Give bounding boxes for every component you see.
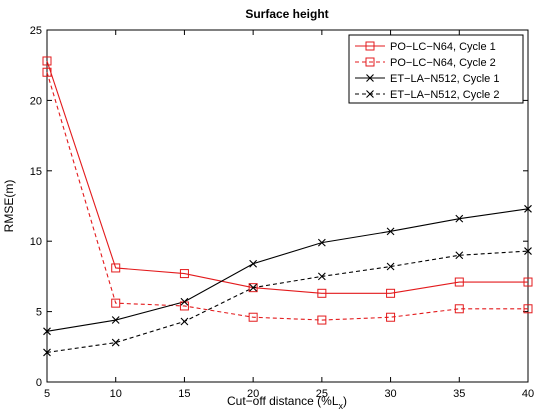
data-point-series-4 — [386, 262, 395, 271]
data-point-series-2 — [386, 312, 396, 322]
data-point-series-3 — [317, 238, 326, 247]
data-point-series-4 — [317, 272, 326, 281]
legend-marker-3 — [366, 74, 374, 82]
data-point-series-2 — [523, 304, 533, 314]
series-markers — [42, 56, 533, 357]
y-tick-label: 20 — [30, 95, 42, 107]
data-point-series-3 — [180, 297, 189, 306]
data-point-series-2 — [317, 315, 327, 325]
x-axis-title-subscript: x — [339, 401, 344, 411]
data-point-series-1 — [248, 283, 258, 293]
data-point-series-2 — [111, 298, 121, 308]
data-point-series-4 — [455, 251, 464, 260]
data-point-series-1 — [317, 288, 327, 298]
data-point-series-1 — [523, 277, 533, 287]
data-point-series-1 — [179, 269, 189, 279]
data-point-series-2 — [42, 67, 52, 77]
data-point-series-4 — [43, 348, 51, 357]
data-point-series-4 — [111, 338, 120, 347]
x-tick-label: 10 — [110, 388, 122, 400]
legend-marker-2 — [365, 57, 375, 67]
data-point-series-3 — [249, 259, 258, 268]
x-axis-ticks: 5 10 15 20 25 30 35 40 — [44, 30, 534, 400]
x-tick-label: 5 — [44, 388, 50, 400]
data-point-series-4 — [524, 247, 532, 255]
data-point-series-1 — [454, 277, 464, 287]
y-axis-ticks: 0 5 10 15 20 25 — [30, 25, 528, 389]
data-point-series-3 — [43, 327, 51, 336]
legend-label-1: PO−LC−N64, Cycle 1 — [390, 41, 496, 53]
legend-marker-1 — [365, 41, 375, 51]
x-tick-label: 35 — [453, 388, 465, 400]
series-line-2 — [46, 72, 528, 321]
series-lines — [46, 60, 529, 353]
data-point-series-2 — [248, 312, 258, 322]
legend: PO−LC−N64, Cycle 1 PO−LC−N64, Cycle 2 ET−L… — [348, 34, 524, 104]
legend-marker-4 — [366, 90, 374, 98]
data-point-series-1 — [42, 56, 52, 66]
chart-title: Surface height — [245, 7, 328, 21]
data-point-series-1 — [111, 263, 121, 273]
legend-label-4: ET−LA−N512, Cycle 2 — [390, 89, 499, 101]
x-axis-title-end: ) — [343, 394, 347, 408]
y-axis-title: RMSE(m) — [2, 180, 16, 233]
data-point-series-4 — [180, 317, 189, 326]
x-tick-label: 25 — [316, 388, 328, 400]
x-tick-label: 20 — [247, 388, 259, 400]
x-tick-label: 40 — [522, 388, 534, 400]
series-line-3 — [46, 208, 529, 332]
y-tick-label: 0 — [36, 377, 42, 389]
legend-label-3: ET−LA−N512, Cycle 1 — [390, 73, 499, 85]
x-axis-title-main: Cut−off distance (%L — [227, 394, 339, 408]
data-point-series-3 — [455, 214, 464, 223]
series-line-4 — [46, 250, 529, 353]
data-point-series-3 — [524, 204, 532, 213]
x-axis-title: Cut−off distance (%Lx) — [227, 394, 347, 411]
x-tick-label: 15 — [178, 388, 190, 400]
data-point-series-2 — [454, 304, 464, 314]
series-line-1 — [46, 60, 528, 294]
y-tick-label: 15 — [30, 166, 42, 178]
legend-label-2: PO−LC−N64, Cycle 2 — [390, 57, 496, 69]
x-tick-label: 30 — [384, 388, 396, 400]
y-tick-label: 5 — [36, 307, 42, 319]
y-tick-label: 10 — [30, 236, 42, 248]
y-tick-label: 25 — [30, 25, 42, 37]
data-point-series-1 — [386, 288, 396, 298]
data-point-series-3 — [386, 227, 395, 236]
data-point-series-4 — [249, 283, 258, 292]
data-point-series-3 — [111, 316, 120, 324]
